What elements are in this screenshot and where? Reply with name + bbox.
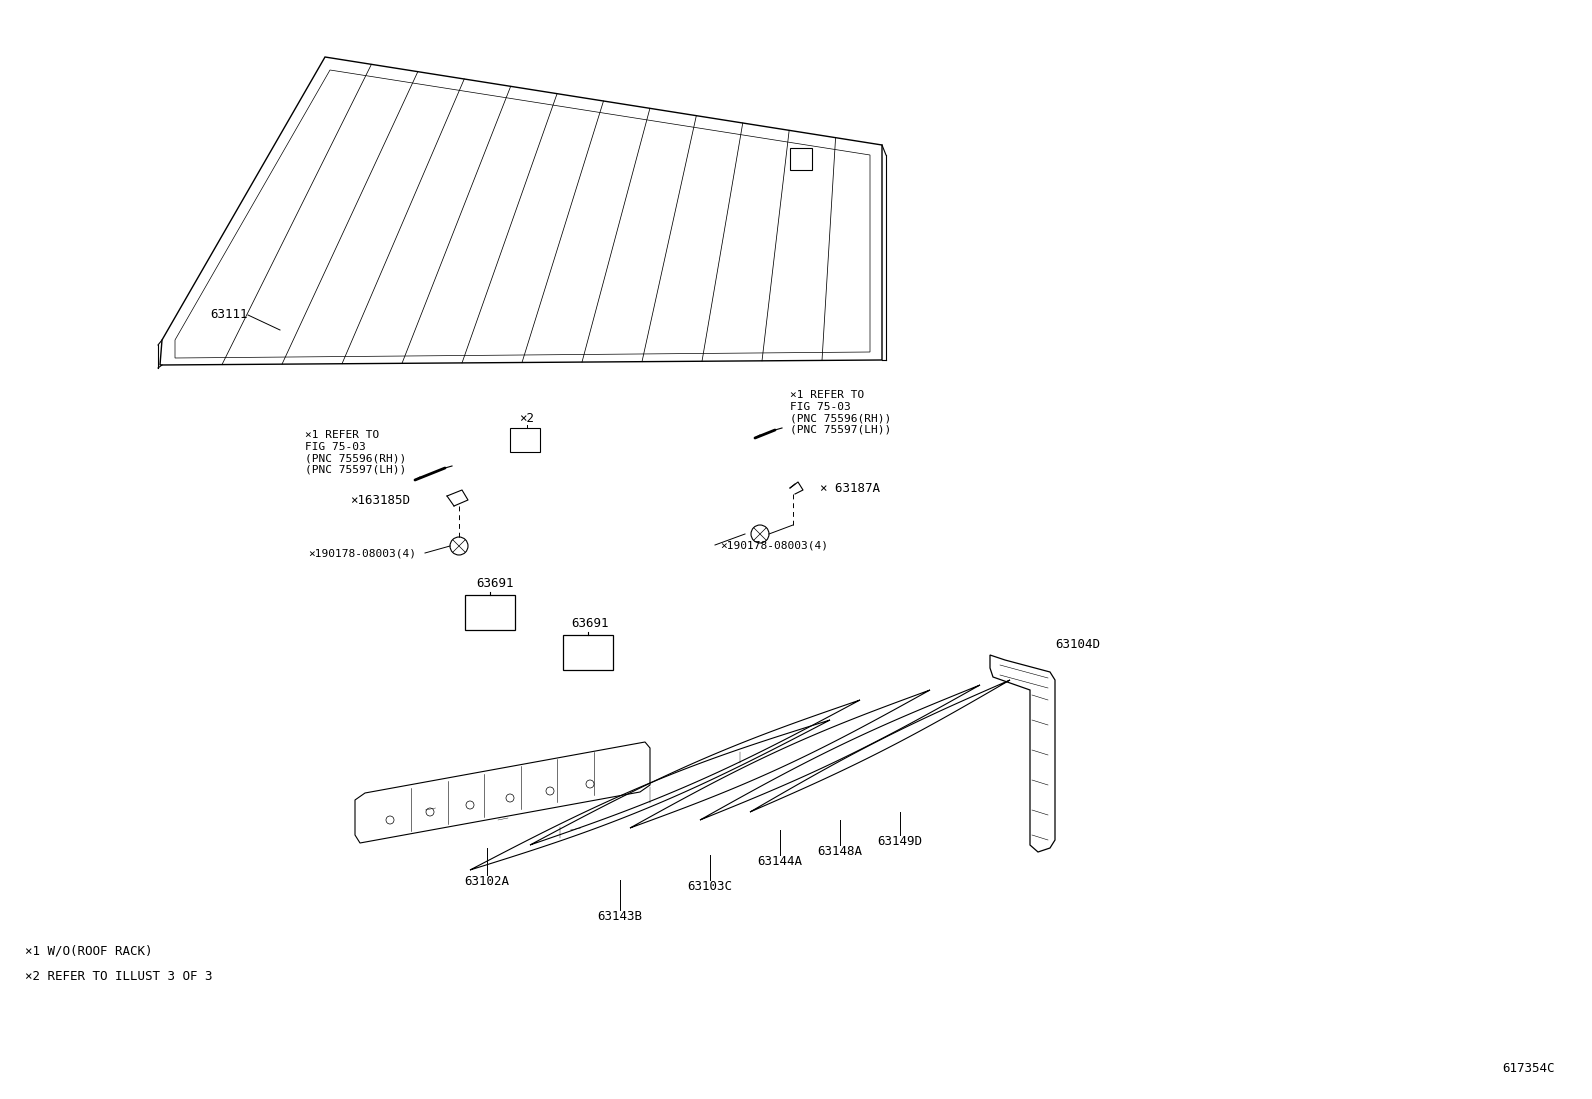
- Text: ×163185D: ×163185D: [350, 493, 411, 507]
- Text: 617354C: 617354C: [1503, 1062, 1555, 1075]
- Text: × 63187A: × 63187A: [820, 481, 880, 495]
- Text: 63143B: 63143B: [597, 910, 643, 923]
- Text: 63104D: 63104D: [1055, 639, 1100, 652]
- Text: ×1 REFER TO
FIG 75-03
(PNC 75596(RH))
(PNC 75597(LH)): ×1 REFER TO FIG 75-03 (PNC 75596(RH)) (P…: [790, 390, 892, 435]
- Text: 63102A: 63102A: [465, 875, 509, 888]
- Bar: [790, 148, 812, 170]
- Bar: [465, 595, 514, 630]
- Text: ×1 W/O(ROOF RACK): ×1 W/O(ROOF RACK): [25, 945, 153, 958]
- Text: 63144A: 63144A: [758, 855, 802, 868]
- Text: 63111: 63111: [210, 309, 247, 322]
- Text: ×1 REFER TO
FIG 75-03
(PNC 75596(RH))
(PNC 75597(LH)): ×1 REFER TO FIG 75-03 (PNC 75596(RH)) (P…: [306, 430, 406, 475]
- Text: 63103C: 63103C: [688, 880, 732, 893]
- Bar: [564, 635, 613, 670]
- Text: 63149D: 63149D: [877, 835, 922, 848]
- Text: 63148A: 63148A: [818, 845, 863, 858]
- Text: ×2: ×2: [519, 411, 535, 424]
- Text: 63691: 63691: [476, 577, 514, 590]
- Text: ×190178-08003(4): ×190178-08003(4): [720, 540, 828, 550]
- Bar: [509, 428, 540, 452]
- Text: ×190178-08003(4): ×190178-08003(4): [307, 548, 416, 558]
- Text: 63691: 63691: [572, 617, 608, 630]
- Text: ×2 REFER TO ILLUST 3 OF 3: ×2 REFER TO ILLUST 3 OF 3: [25, 970, 212, 983]
